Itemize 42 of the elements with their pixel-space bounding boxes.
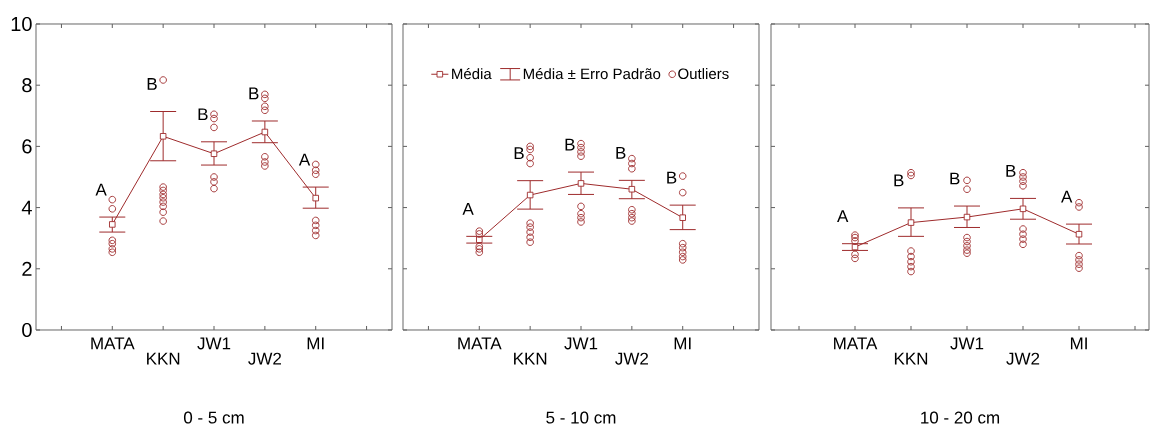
annotation: B xyxy=(147,78,157,90)
annotation: B xyxy=(514,147,524,159)
y-tick-label: 10 xyxy=(11,16,32,32)
x-tick-label: MATA xyxy=(91,337,135,350)
annotation: B xyxy=(950,172,960,185)
x-axis-title: 10 - 20 cm xyxy=(921,411,1000,424)
y-tick-label: 2 xyxy=(22,261,32,276)
annotation: A xyxy=(462,202,474,215)
y-tick-label: 4 xyxy=(21,200,32,215)
x-tick-label: MI xyxy=(307,337,324,350)
annotation: A xyxy=(1061,190,1073,203)
x-tick-label: JW2 xyxy=(1006,352,1040,365)
x-tick-label: JW2 xyxy=(248,352,281,365)
x-tick-label: MATA xyxy=(834,337,878,350)
y-tick-label: 6 xyxy=(22,139,32,154)
x-tick-label: JW1 xyxy=(564,337,598,350)
x-axis-title: 0 - 5 cm xyxy=(183,411,244,424)
x-tick-label: JW1 xyxy=(197,337,231,350)
legend-label: Outliers xyxy=(678,68,729,80)
x-tick-label: KKN xyxy=(894,352,928,365)
annotation: B xyxy=(894,174,904,187)
x-tick-label: JW2 xyxy=(615,352,648,365)
annotation: B xyxy=(249,87,259,100)
annotation: B xyxy=(1006,165,1016,177)
annotation: Média ± Erro Padrão xyxy=(523,67,661,80)
annotation: A xyxy=(298,153,311,166)
legend-label: Média xyxy=(452,67,492,80)
x-tick-label: JW1 xyxy=(950,337,984,350)
x-tick-label: MI xyxy=(1070,337,1087,350)
y-tick-label: 0 xyxy=(22,322,32,338)
x-tick-label: MATA xyxy=(458,337,502,350)
x-tick-label: MI xyxy=(674,337,691,350)
x-tick-label: KKN xyxy=(147,352,180,365)
annotation: A xyxy=(95,183,107,196)
annotation: B xyxy=(667,171,677,184)
x-tick-label: KKN xyxy=(514,352,547,365)
x-axis-title: 5 - 10 cm xyxy=(546,411,616,424)
annotation: B xyxy=(565,138,575,151)
annotation: B xyxy=(198,108,208,121)
annotation: B xyxy=(616,146,626,159)
annotation: A xyxy=(837,210,849,222)
y-tick-label: 8 xyxy=(22,78,32,93)
